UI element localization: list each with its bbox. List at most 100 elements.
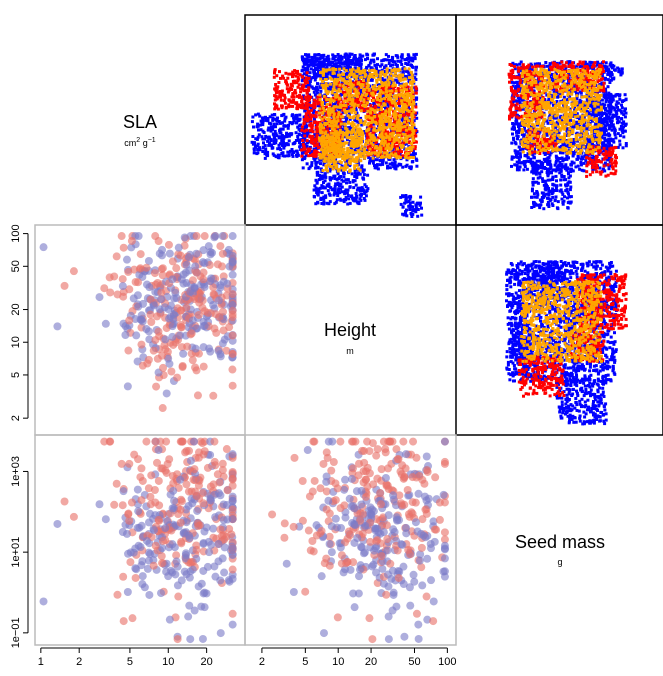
trait-space-point bbox=[362, 149, 366, 153]
trait-space-point bbox=[372, 53, 376, 57]
trait-space-point bbox=[344, 178, 348, 182]
trait-space-point bbox=[407, 130, 410, 134]
trait-space-point bbox=[326, 111, 330, 115]
trait-space-point bbox=[518, 101, 522, 105]
trait-space-point bbox=[282, 124, 286, 128]
trait-space-point bbox=[302, 122, 306, 126]
trait-space-point bbox=[412, 80, 415, 84]
trait-space-point bbox=[318, 115, 322, 119]
trait-space-point bbox=[357, 150, 360, 154]
trait-space-point bbox=[394, 152, 398, 156]
trait-space-point bbox=[332, 163, 336, 167]
trait-space-point bbox=[364, 94, 368, 98]
trait-space-point bbox=[353, 164, 357, 168]
trait-space-point bbox=[513, 149, 517, 153]
trait-space-point bbox=[362, 69, 365, 72]
trait-space-point bbox=[333, 107, 337, 111]
trait-space-point bbox=[401, 84, 405, 88]
trait-space-point bbox=[412, 123, 416, 127]
trait-space-point bbox=[390, 91, 394, 95]
trait-space-point bbox=[400, 102, 404, 106]
trait-space-point bbox=[592, 158, 596, 162]
trait-space-point bbox=[326, 129, 330, 133]
trait-space-point bbox=[368, 110, 372, 114]
trait-space-point bbox=[410, 122, 414, 126]
trait-space-point bbox=[411, 76, 415, 80]
trait-space-point bbox=[322, 153, 326, 157]
trait-space-point bbox=[375, 127, 379, 131]
trait-space-point bbox=[378, 145, 382, 149]
trait-space-point bbox=[340, 127, 344, 131]
trait-space-point bbox=[399, 84, 403, 88]
trait-space-point bbox=[315, 191, 319, 194]
trait-space-point bbox=[369, 66, 373, 70]
trait-space-point bbox=[352, 196, 356, 200]
trait-space-point bbox=[378, 120, 382, 123]
trait-space-point bbox=[609, 64, 613, 68]
trait-space-point bbox=[320, 202, 324, 205]
trait-space-point bbox=[350, 124, 354, 128]
trait-space-point bbox=[276, 85, 280, 89]
trait-space-point bbox=[349, 159, 353, 163]
trait-space-point bbox=[365, 97, 368, 101]
trait-space-point bbox=[343, 96, 347, 100]
trait-space-point bbox=[364, 185, 368, 189]
trait-space-point bbox=[398, 103, 401, 107]
trait-space-point bbox=[389, 107, 393, 111]
trait-space-point bbox=[370, 116, 374, 120]
trait-space-point bbox=[350, 172, 354, 176]
trait-space-point bbox=[372, 58, 376, 62]
trait-space-point bbox=[329, 107, 333, 111]
trait-space-point bbox=[322, 83, 326, 87]
trait-space-point bbox=[286, 126, 290, 130]
trait-space-point bbox=[363, 147, 366, 151]
trait-space-point bbox=[308, 84, 312, 88]
trait-space-sla-height bbox=[250, 52, 424, 218]
trait-space-point bbox=[315, 67, 319, 71]
trait-space-point bbox=[359, 159, 363, 163]
trait-space-point bbox=[370, 151, 374, 155]
trait-space-point bbox=[312, 156, 316, 160]
trait-space-point bbox=[291, 75, 294, 79]
trait-space-point bbox=[366, 78, 370, 82]
trait-space-point bbox=[517, 161, 521, 165]
trait-space-point bbox=[400, 56, 404, 60]
trait-space-point bbox=[383, 65, 387, 69]
trait-space-point bbox=[279, 98, 283, 102]
trait-space-point bbox=[410, 97, 413, 101]
trait-space-point bbox=[381, 124, 385, 128]
trait-space-point bbox=[315, 171, 319, 174]
trait-space-point bbox=[349, 66, 352, 70]
trait-space-point bbox=[394, 104, 398, 108]
trait-space-point bbox=[306, 150, 310, 154]
trait-space-point bbox=[321, 169, 325, 172]
trait-space-point bbox=[332, 85, 336, 88]
trait-space-point bbox=[545, 79, 549, 83]
trait-space-point bbox=[272, 133, 276, 137]
trait-space-point bbox=[387, 83, 391, 87]
trait-space-point bbox=[384, 112, 387, 116]
trait-space-point bbox=[375, 66, 378, 70]
trait-space-point bbox=[331, 135, 335, 139]
trait-space-point bbox=[274, 86, 278, 90]
trait-space-point bbox=[296, 153, 300, 157]
trait-space-point bbox=[350, 101, 354, 105]
trait-space-point bbox=[564, 144, 568, 148]
trait-space-point bbox=[335, 198, 339, 202]
trait-space-point bbox=[330, 127, 334, 131]
trait-space-point bbox=[321, 115, 325, 119]
trait-space-point bbox=[379, 158, 383, 162]
trait-space-point bbox=[400, 145, 403, 149]
trait-space-point bbox=[405, 88, 409, 92]
trait-space-point bbox=[385, 90, 388, 94]
trait-space-point bbox=[362, 168, 366, 172]
trait-space-point bbox=[362, 80, 366, 84]
trait-space-point bbox=[347, 112, 351, 116]
trait-space-point bbox=[333, 191, 337, 195]
trait-space-point bbox=[414, 91, 418, 95]
trait-space-point bbox=[353, 160, 357, 163]
trait-space-point bbox=[273, 129, 277, 133]
trait-space-point bbox=[383, 118, 387, 122]
trait-space-point bbox=[336, 101, 340, 105]
